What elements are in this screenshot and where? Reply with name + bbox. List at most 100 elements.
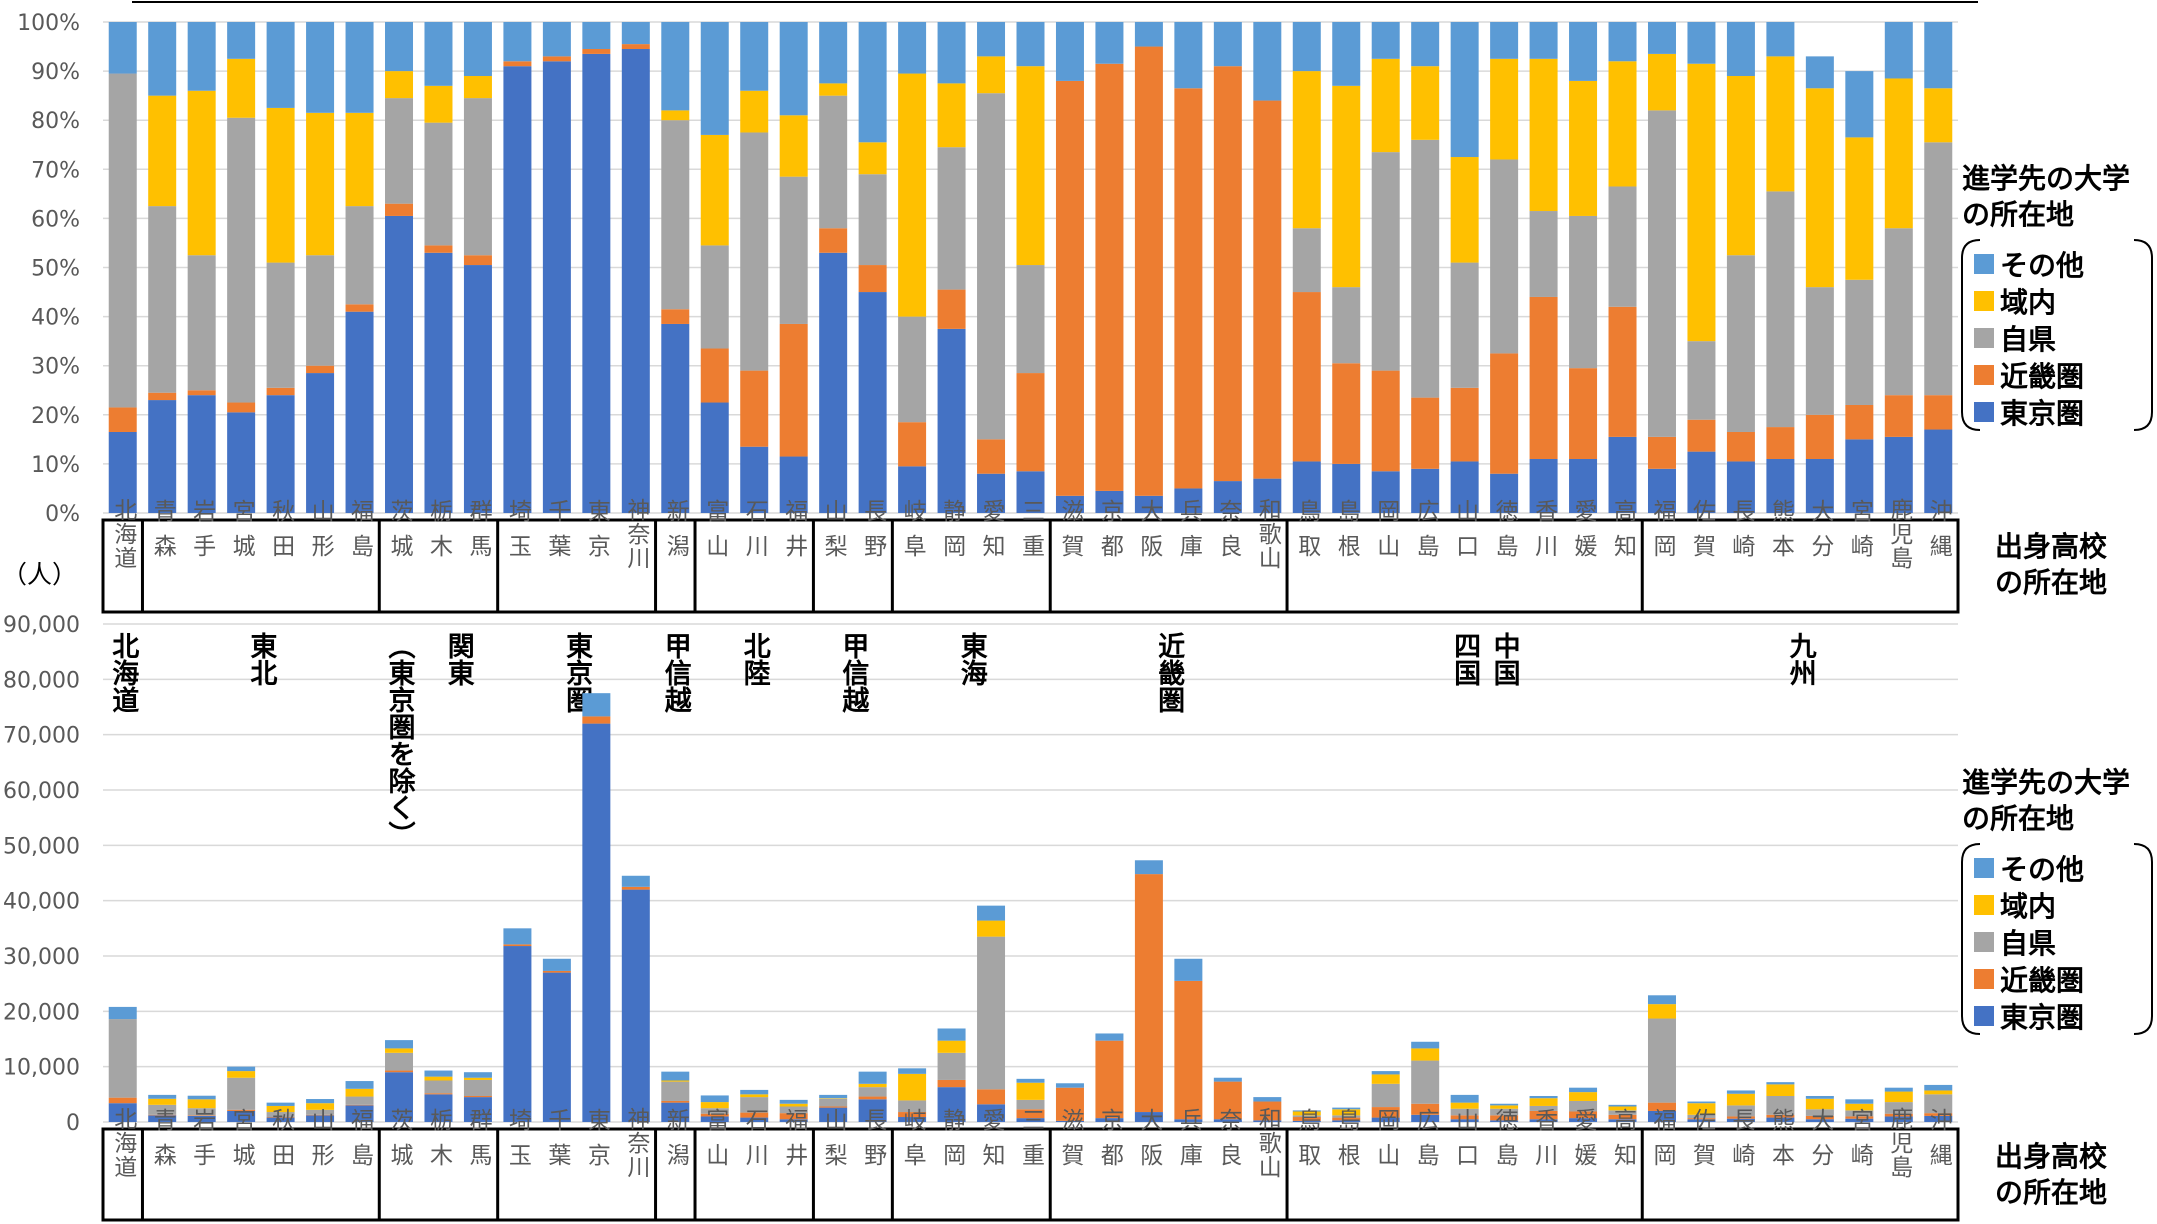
bar-segment-ikinai [740,90,769,133]
bar-segment-jiken [1450,262,1479,388]
axis-title-line: の所在地 [1995,1176,2107,1209]
bar-segment-kinki [779,1113,808,1120]
category-label: 岐阜 [899,499,926,569]
bar-segment-jiken [661,120,690,310]
bar-segment-sonota [1411,22,1440,67]
bar-segment-jiken [1292,228,1321,293]
bar-segment-sonota [108,1006,137,1020]
bar-segment-tokyo [266,395,295,513]
bar-segment-ikinai [463,76,492,99]
bottom-bars [108,693,1953,1122]
bar-segment-tokyo [779,1119,808,1122]
legend-label: その他 [2000,249,2084,282]
bar-segment-tokyo [1608,1119,1637,1122]
bar-segment-tokyo [1292,1120,1321,1122]
percent-stacked-chart: 0% 10% 20% 30% 40% 50% 60% 70% 80% 90% 100% [17,11,1958,527]
category-label: 北海道 [110,498,138,570]
category-label: 新潟 [662,1108,690,1178]
bar-segment-ikinai [306,112,335,256]
category-label: 沖縄 [1925,499,1953,569]
bar-segment-ikinai [1647,1004,1676,1019]
bar-segment-kinki [898,1112,927,1118]
bar-segment-kinki [937,1079,966,1088]
bar-segment-jiken [858,1087,887,1097]
bar-segment-tokyo [977,473,1006,513]
bar-segment-sonota [1569,22,1598,81]
bar-segment-sonota [385,22,414,72]
bottom-y-tick-labels: 0 10,000 20,000 30,000 40,000 50,000 60,000 70,… [3,613,80,1136]
bar-segment-kinki [937,289,966,329]
y-tick-label: 20% [31,404,80,429]
bar-segment-jiken [937,147,966,290]
bar-segment-jiken [779,1106,808,1114]
bar-segment-tokyo [1055,1120,1084,1122]
bar-segment-ikinai [819,1098,848,1099]
bar-segment-sonota [582,693,611,717]
bar-segment-ikinai [1726,1093,1755,1106]
bar-segment-ikinai [1608,1106,1637,1111]
bar-segment-jiken [345,1096,374,1105]
bar-segment-ikinai [1687,1103,1716,1115]
bar-segment-tokyo [1253,1120,1282,1122]
legend-swatch-sonota [1974,858,1994,878]
bar-segment-jiken [1411,1060,1440,1104]
bar-segment-kinki [1687,419,1716,452]
bar-segment-jiken [148,206,177,393]
bar-segment-ikinai [1726,76,1755,256]
y-tick-label: 0% [45,502,80,527]
category-label: 石川 [741,1108,769,1178]
bar-segment-kinki [1529,1110,1558,1120]
bar-segment-kinki [187,390,216,396]
category-label: 富山 [702,499,729,569]
category-label: 福井 [781,1108,809,1178]
bar-segment-tokyo [1292,461,1321,513]
bar-segment-tokyo [1608,436,1637,513]
bar-segment-ikinai [1292,1111,1321,1116]
bar-segment-sonota [1016,22,1045,67]
bar-segment-sonota [1924,1084,1953,1091]
bar-segment-kinki [1055,1087,1084,1121]
bar-segment-ikinai [1332,1109,1361,1116]
bar-segment-jiken [1726,1105,1755,1117]
bar-segment-ikinai [306,1103,335,1110]
bar-segment-tokyo [148,400,177,513]
bar-segment-sonota [1766,22,1795,57]
bar-segment-jiken [1332,287,1361,364]
bar-segment-tokyo [463,265,492,513]
bar-segment-tokyo [1687,1119,1716,1122]
bar-segment-jiken [187,1108,216,1116]
category-label: 群馬 [465,1108,493,1178]
bar-segment-tokyo [1766,1117,1795,1122]
bar-segment-sonota [1016,1078,1045,1083]
bar-segment-tokyo [227,1110,256,1122]
bar-segment-jiken [1766,1095,1795,1115]
bar-segment-tokyo [740,1117,769,1122]
category-label: 大阪 [1136,499,1164,569]
bar-segment-kinki [1253,1101,1282,1121]
bar-segment-sonota [621,875,650,887]
bar-segment-sonota [621,22,650,45]
axis-title-line: 出身高校 [1995,530,2108,563]
bar-segment-tokyo [385,1072,414,1122]
legend-label: 自県 [2000,323,2056,356]
bar-segment-ikinai [1371,58,1400,153]
bar-segment-ikinai [1924,88,1953,143]
legend-right-bracket [2133,843,2153,1035]
bar-segment-sonota [1529,1095,1558,1099]
category-label: 埼玉 [504,1108,532,1178]
category-label: 茨城 [386,499,414,569]
bar-segment-tokyo [1884,1116,1913,1122]
bar-segment-sonota [1332,22,1361,86]
category-label: 青森 [149,1108,177,1178]
bar-segment-ikinai [1608,61,1637,187]
bar-segment-ikinai [1411,1048,1440,1061]
bar-segment-jiken [306,1109,335,1115]
bar-segment-sonota [700,22,729,135]
bar-segment-sonota [1726,22,1755,77]
bar-segment-sonota [503,22,532,62]
bar-segment-kinki [1529,296,1558,459]
bar-segment-jiken [463,98,492,256]
bar-segment-kinki [1608,1114,1637,1120]
bar-segment-tokyo [1845,1118,1874,1122]
bar-segment-ikinai [898,1073,927,1101]
